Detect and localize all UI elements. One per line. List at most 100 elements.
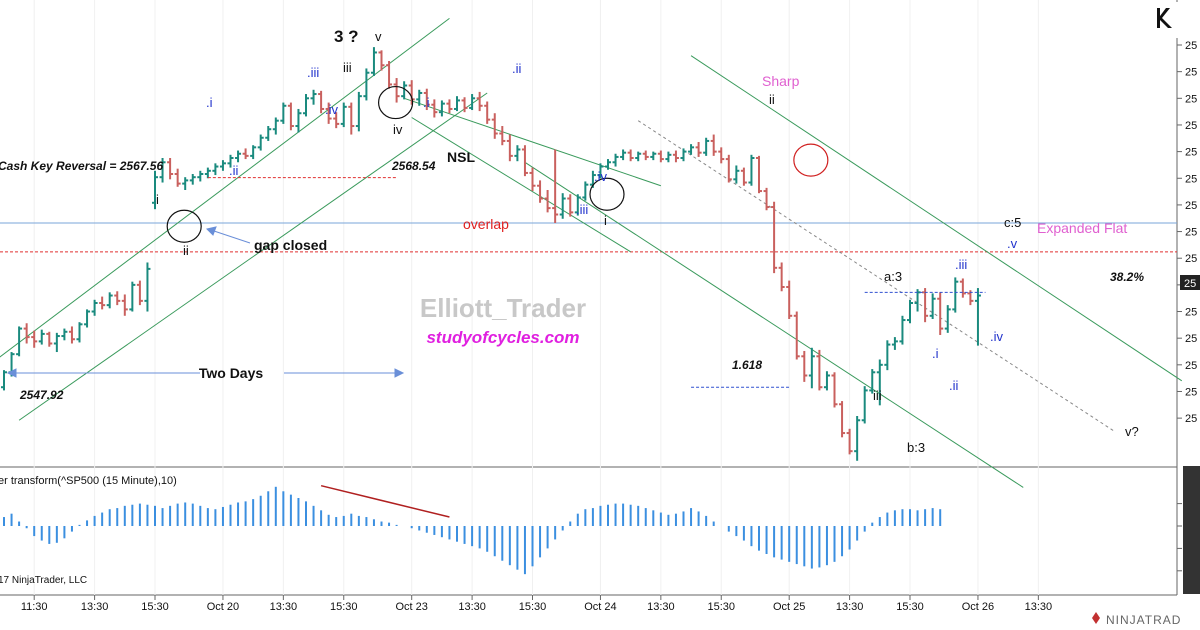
wave-label: .i — [932, 346, 939, 361]
ohlc-bar — [974, 288, 981, 346]
ohlc-bar — [695, 142, 702, 157]
ohlc-bar — [559, 193, 566, 219]
ohlc-bars — [1, 47, 981, 461]
watermark-url[interactable]: studyofcycles.com — [426, 328, 579, 347]
y-tick-label: 25 — [1185, 93, 1197, 105]
x-tick-label: Oct 23 — [395, 601, 427, 613]
wave-label: i — [604, 213, 607, 228]
ohlc-bar — [423, 88, 430, 111]
ohlc-bar — [68, 326, 75, 344]
ohlc-bar — [136, 280, 143, 306]
ohlc-bar — [340, 102, 347, 128]
ohlc-bar — [61, 328, 68, 341]
ohlc-bar — [839, 401, 846, 438]
ohlc-bar — [378, 50, 385, 71]
wave-label: .ii — [512, 61, 522, 76]
ohlc-bar — [778, 262, 785, 292]
ohlc-bar — [189, 173, 196, 185]
y-tick-label: 25 — [1185, 173, 1197, 185]
ohlc-bar — [718, 147, 725, 164]
ohlc-bar — [310, 89, 317, 105]
trend-line — [411, 117, 631, 253]
ohlc-bar — [771, 201, 778, 274]
ohlc-bar — [937, 292, 944, 335]
x-tick-label: 13:30 — [836, 601, 864, 613]
ohlc-bar — [861, 386, 868, 424]
ohlc-bar — [438, 100, 445, 117]
ohlc-bar — [944, 305, 951, 333]
level-segments — [207, 177, 986, 388]
wave-label: ii — [769, 92, 775, 107]
ohlc-bar — [250, 145, 257, 160]
wave-label: 3 ? — [334, 27, 359, 46]
ohlc-bar — [106, 292, 113, 309]
trend-channels — [0, 17, 1183, 488]
ohlc-bar — [763, 187, 770, 211]
ohlc-bar — [899, 315, 906, 345]
ohlc-bar — [159, 158, 166, 183]
ohlc-bar — [416, 89, 423, 106]
ohlc-bar — [393, 78, 400, 103]
wave-label: .iii — [576, 202, 588, 217]
ohlc-bar — [476, 91, 483, 112]
ohlc-bar — [287, 102, 294, 131]
ohlc-bar — [672, 150, 679, 163]
highlight-circles — [166, 85, 829, 243]
gap-closed-label: gap closed — [254, 237, 327, 253]
sharp-label: Sharp — [762, 73, 800, 89]
ohlc-bar — [808, 347, 815, 389]
y-tick-label: 25 — [1185, 40, 1197, 52]
ohlc-bar — [597, 163, 604, 179]
wave-label: iii — [873, 388, 882, 403]
ohlc-bar — [325, 102, 332, 124]
ohlc-bar — [952, 277, 959, 313]
ohlc-bar — [929, 293, 936, 319]
last-price-marker: 25 — [1180, 275, 1200, 290]
x-tick-label: Oct 20 — [207, 601, 239, 613]
nsl-label: NSL — [447, 149, 475, 165]
ninjatrader-brand: NINJATRAD — [1106, 613, 1181, 627]
ohlc-bar — [552, 149, 559, 224]
wave-label: .ii — [949, 378, 959, 393]
ohlc-bar — [46, 331, 53, 347]
indicator-title: er transform(^SP500 (15 Minute),10) — [0, 475, 177, 487]
trend-line — [18, 92, 488, 421]
ohlc-bar — [657, 150, 664, 163]
wave-label: .ii — [229, 163, 239, 178]
ohlc-bar — [582, 181, 589, 201]
two-days-arrows — [6, 368, 405, 378]
wave-label: iii — [343, 60, 352, 75]
two-days-label: Two Days — [199, 365, 264, 381]
x-tick-label: 11:30 — [21, 601, 48, 613]
gap-closed-arrow — [206, 226, 251, 244]
ohlc-bar — [280, 102, 287, 124]
overlap-label: overlap — [463, 216, 509, 232]
price-axis: 25 25 25 25 25 25 25 25 25 25 25 25 25 25 25 — [1177, 40, 1197, 425]
ohlc-bar — [446, 99, 453, 114]
wave-label: v — [375, 29, 382, 44]
ohlc-bar — [227, 154, 234, 168]
ohlc-bar — [257, 134, 264, 151]
y-tick-label: 25 — [1185, 147, 1197, 159]
ohlc-bar — [363, 68, 370, 101]
wave-label: i — [156, 192, 159, 207]
arrow-pointer-icon — [206, 226, 217, 236]
last-price-label: 25 — [1184, 278, 1196, 290]
x-tick-label: 13:30 — [458, 601, 486, 613]
x-tick-label: Oct 25 — [773, 601, 805, 613]
ohlc-bar — [303, 94, 309, 117]
ohlc-bar — [869, 369, 876, 394]
ohlc-bar — [567, 194, 574, 217]
ohlc-bar — [31, 330, 38, 348]
ohlc-bar — [167, 158, 174, 180]
ohlc-bar — [831, 372, 838, 408]
ohlc-bar — [529, 167, 536, 192]
ohlc-bar — [499, 126, 506, 146]
trend-line — [403, 97, 662, 187]
ohlc-bar — [891, 337, 898, 350]
x-tick-label: Oct 24 — [584, 601, 616, 613]
wave-label: .iii — [955, 257, 967, 272]
x-tick-label: 13:30 — [1025, 601, 1053, 613]
ohlc-bar — [854, 415, 861, 461]
wave-label: c:5 — [1004, 215, 1021, 230]
